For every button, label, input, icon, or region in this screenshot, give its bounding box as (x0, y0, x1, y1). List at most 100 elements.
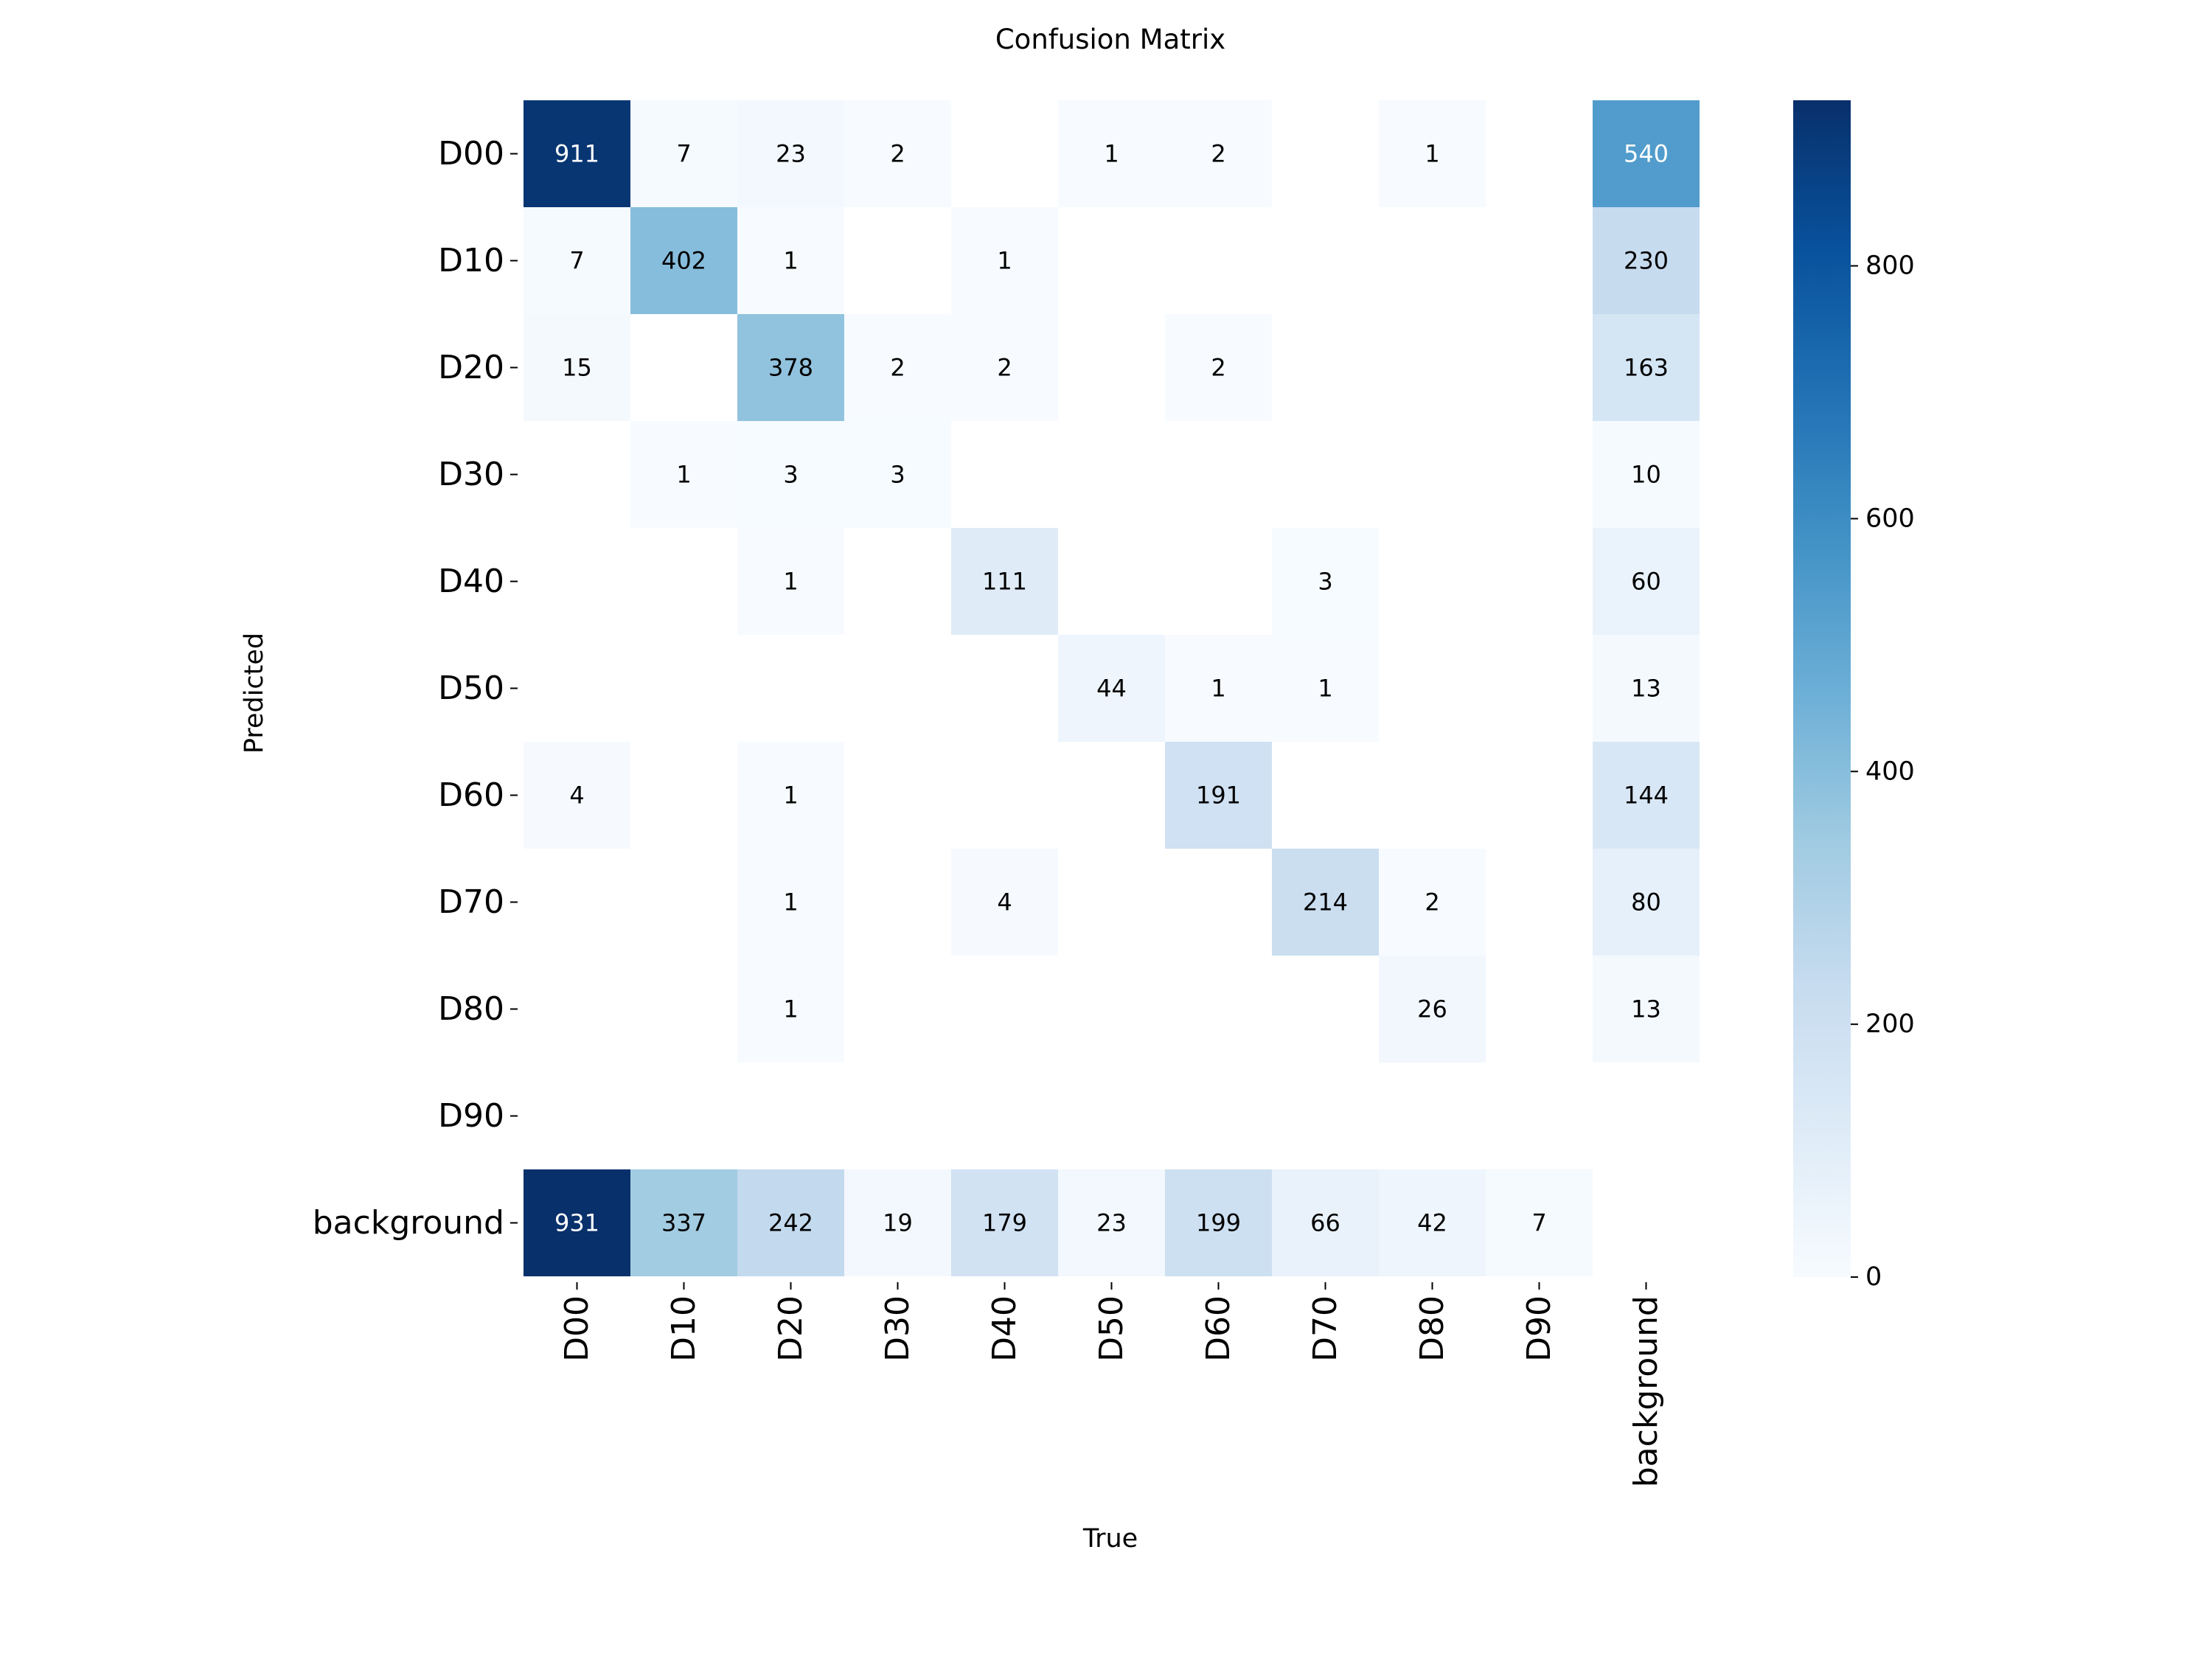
y-tick-label: D50 (438, 669, 504, 707)
y-tick-label: D60 (438, 776, 504, 814)
cell-value-label: 1 (1425, 140, 1439, 168)
heatmap-cell (1272, 849, 1379, 956)
y-tick-label: D80 (438, 990, 504, 1028)
heatmap-cell (524, 207, 630, 314)
heatmap-cell (737, 314, 844, 421)
x-tick-label: D70 (1307, 1295, 1344, 1362)
y-tick-label: D40 (438, 563, 504, 600)
heatmap-cell (1058, 1169, 1165, 1276)
cell-value-label: 23 (1096, 1209, 1127, 1237)
cell-value-label: 163 (1624, 354, 1669, 382)
x-tick-label: D00 (558, 1295, 596, 1362)
cell-value-label: 199 (1196, 1209, 1241, 1237)
heatmap-cell (1593, 956, 1700, 1062)
colorbar-tick-label: 600 (1865, 504, 1915, 533)
heatmap-cell (1593, 635, 1700, 742)
heatmap-cell (951, 849, 1058, 956)
cell-value-label: 2 (890, 140, 905, 168)
cell-value-label: 42 (1417, 1209, 1447, 1237)
cell-value-label: 1 (783, 995, 798, 1023)
cell-value-label: 111 (982, 568, 1027, 596)
cell-value-label: 13 (1631, 995, 1661, 1023)
cell-value-label: 242 (768, 1209, 813, 1237)
x-tick-label: D20 (772, 1295, 810, 1362)
heatmap-cell (1379, 1169, 1486, 1276)
heatmap-cell (1058, 635, 1165, 742)
x-tick-label: D10 (665, 1295, 703, 1362)
heatmap-cell (1272, 528, 1379, 635)
cell-value-label: 7 (569, 247, 584, 275)
heatmap-cell (1165, 100, 1272, 207)
heatmap-cell (630, 421, 737, 528)
heatmap-cell (1058, 100, 1165, 207)
x-tick-label: background (1627, 1295, 1665, 1487)
heatmap-cell (1379, 100, 1486, 207)
heatmap-cell (1379, 956, 1486, 1062)
cell-value-label: 3 (1318, 568, 1332, 596)
cell-value-label: 4 (569, 782, 584, 810)
heatmap-cell (844, 100, 951, 207)
heatmap-cell (630, 1169, 737, 1276)
cell-value-label: 911 (554, 140, 599, 168)
cell-value-label: 1 (1318, 675, 1332, 703)
cell-value-label: 1 (1104, 140, 1119, 168)
cell-value-label: 15 (562, 354, 592, 382)
y-tick-label: background (313, 1204, 504, 1242)
cell-value-label: 10 (1631, 461, 1661, 489)
cell-value-label: 3 (783, 461, 798, 489)
colorbar-gradient (1793, 100, 1851, 1277)
cell-value-label: 2 (1211, 140, 1225, 168)
heatmap-cell (1272, 1169, 1379, 1276)
chart-title: Confusion Matrix (995, 24, 1225, 55)
cell-value-label: 4 (997, 888, 1012, 917)
heatmap-cell (1593, 849, 1700, 956)
heatmap-cell (630, 207, 737, 314)
cell-value-label: 402 (661, 247, 706, 275)
y-tick-label: D90 (438, 1097, 504, 1135)
heatmap-cell (737, 100, 844, 207)
colorbar: 0 200 400 600 800 (1793, 100, 1915, 1292)
heatmap-cell (951, 528, 1058, 635)
heatmap-cell (737, 207, 844, 314)
cell-value-label: 66 (1310, 1209, 1340, 1237)
heatmap-cell (1165, 742, 1272, 849)
heatmap-cell (1165, 635, 1272, 742)
heatmap-cell (737, 849, 844, 956)
cell-value-label: 144 (1624, 782, 1669, 810)
cell-value-label: 2 (1211, 354, 1225, 382)
heatmap-cell (844, 421, 951, 528)
heatmap-cell (524, 1169, 630, 1276)
x-tick-label: D50 (1093, 1295, 1130, 1362)
x-tick-label: D40 (986, 1295, 1023, 1362)
cell-value-label: 3 (890, 461, 905, 489)
heatmap-cell (1593, 742, 1700, 849)
cell-value-label: 337 (661, 1209, 706, 1237)
heatmap-cell (524, 314, 630, 421)
x-tick-label: D80 (1413, 1295, 1451, 1362)
x-tick-label: D30 (879, 1295, 917, 1362)
cell-value-label: 1 (997, 247, 1012, 275)
heatmap-cell (951, 1169, 1058, 1276)
cell-value-label: 1 (783, 888, 798, 917)
y-tick-label: D10 (438, 242, 504, 279)
heatmap-cell (1379, 849, 1486, 956)
cell-value-label: 60 (1631, 568, 1661, 596)
cell-value-label: 1 (783, 568, 798, 596)
cell-value-label: 7 (676, 140, 691, 168)
y-tick-label: D20 (438, 349, 504, 386)
cell-value-label: 540 (1624, 140, 1669, 168)
y-axis-label: Predicted (240, 633, 269, 754)
cell-value-label: 214 (1303, 888, 1348, 917)
colorbar-tick-label: 200 (1865, 1009, 1915, 1039)
cell-value-label: 1 (783, 247, 798, 275)
heatmap-cell (737, 528, 844, 635)
cell-value-label: 7 (1531, 1209, 1546, 1237)
cell-value-label: 2 (1425, 888, 1439, 917)
colorbar-tick-label: 800 (1865, 251, 1915, 281)
cell-value-label: 230 (1624, 247, 1669, 275)
x-axis-label: True (1082, 1524, 1138, 1554)
heatmap-cell (1593, 100, 1700, 207)
cell-value-label: 44 (1096, 675, 1127, 703)
y-tick-label: D70 (438, 883, 504, 921)
